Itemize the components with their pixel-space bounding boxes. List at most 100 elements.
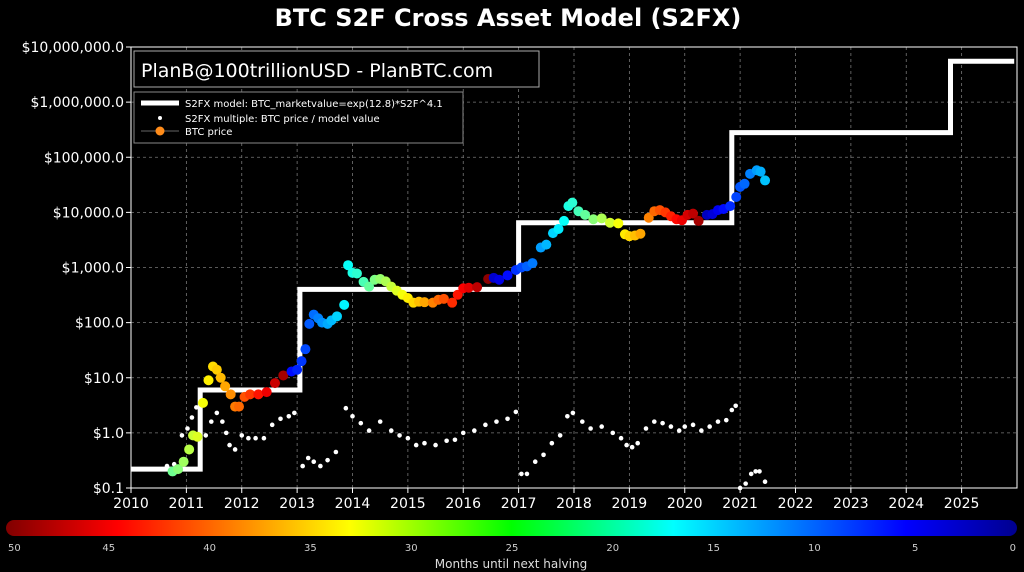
price-point [203,375,214,386]
x-tick-label: 2014 [335,496,371,512]
y-tick-label: $1,000.0 [62,261,124,277]
price-point [269,378,280,389]
price-point [580,209,591,220]
legend-price-label: BTC price [185,127,232,138]
multiple-point [300,463,305,469]
y-tick-label: $10.0 [84,371,124,387]
price-point [760,175,771,186]
price-point [173,464,184,475]
multiple-point [524,471,530,477]
price-point [755,166,766,177]
legend-multiple-label: S2FX multiple: BTC price / model value [185,114,380,125]
price-point [253,389,264,400]
multiple-point [413,442,419,448]
multiple-point [651,419,657,424]
price-point [261,387,272,398]
multiple-point [549,440,555,446]
price-point [343,260,354,271]
x-tick-label: 2024 [888,496,924,512]
plot-frame [130,46,1018,489]
y-tick-label: $1.0 [93,426,124,442]
y-axis-ticks: $0.1 $1.0 $10.0 $100.0 $1,000.0 $10,000.0 $100… [22,40,131,497]
x-tick-label: 2020 [667,496,703,512]
multiple-point [676,428,682,433]
annotation-text: PlanB@100trillionUSD - PlanBTC.com [141,60,493,82]
colorbar-tick-label: 30 [405,543,418,554]
price-point [472,282,483,293]
multiple-point [185,426,190,431]
multiple-point [699,428,704,433]
multiple-point [343,405,349,411]
multiple-point [286,413,292,419]
price-point [559,215,570,226]
price-point [613,218,624,229]
price-point [184,444,195,455]
multiple-point [748,471,754,477]
price-point [725,201,736,212]
price-point [494,274,505,285]
multiple-point [278,416,283,422]
multiple-point [682,424,688,429]
price-point [192,431,203,442]
multiple-point [388,428,394,433]
multiple-point [757,469,762,474]
multiple-point [624,442,629,448]
multiple-point [214,410,220,416]
x-tick-label: 2010 [113,496,149,512]
multiple-point [743,481,748,486]
x-tick-label: 2012 [224,496,260,512]
annotation-box: PlanB@100trillionUSD - PlanBTC.com [133,50,540,88]
multiple-point [715,419,721,424]
multiple-point [444,438,449,444]
multiple-point [208,419,214,424]
multiple-point [635,440,640,446]
y-tick-label: $100.0 [75,316,124,332]
price-point [688,208,699,219]
x-tick-label: 2018 [556,496,592,512]
price-point [553,223,564,234]
multiple-point [557,433,563,438]
price-point [463,282,474,293]
multiple-point [333,449,339,455]
y-tick-label: $10,000.0 [53,205,124,221]
multiple-point [227,442,232,448]
legend-model-label: S2FX model: BTC_marketvalue=exp(12.8)*S2… [185,99,443,110]
multiple-point [580,419,585,424]
price-point [292,364,303,375]
multiple-point [483,422,488,428]
price-point [225,389,236,400]
legend-frame [133,91,464,144]
price-point [452,289,463,300]
price-point [588,214,599,225]
price-point [502,270,513,281]
colorbar-tick-label: 20 [606,543,619,554]
price-point [197,397,208,408]
colorbar-tick-label: 50 [8,543,21,554]
y-tick-label: $1,000,000.0 [30,95,124,111]
multiple-point [377,419,383,424]
price-point [693,215,704,226]
price-point [643,212,654,223]
colorbar-label: Months until next halving [435,557,587,571]
multiple-point [194,405,199,410]
multiple-point [164,463,170,469]
colorbar-tick-label: 0 [1010,543,1016,554]
multiple-point [532,459,538,464]
multiple-point [366,428,372,433]
price-point [596,213,607,224]
multiple-point [690,422,696,428]
x-tick-label: 2011 [169,496,205,512]
multiple-point [494,419,499,424]
price-point [635,228,646,239]
multiple-point [232,447,238,452]
legend: S2FX model: BTC_marketvalue=exp(12.8)*S2… [133,91,464,144]
multiple-point [729,407,735,413]
price-point [339,299,350,310]
x-tick-label: 2015 [390,496,426,512]
multiple-point [753,469,758,474]
multiple-point [505,416,510,422]
multiple-point [570,410,576,416]
price-point [304,318,315,329]
multiple-point [541,452,546,458]
price-point [447,297,458,308]
